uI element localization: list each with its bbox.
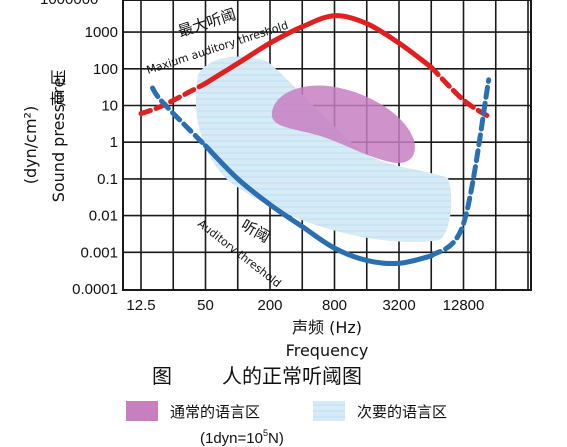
legend-label-minor: 次要的语言区: [357, 403, 447, 421]
curves: [138, 13, 492, 267]
normal-speech-region: [271, 85, 415, 164]
legend-label-normal: 通常的语言区: [170, 403, 260, 421]
caption-label: 图: [152, 364, 172, 388]
y-tick-label: 100: [93, 61, 118, 78]
y-tick-label: 0.1: [97, 171, 118, 188]
y-axis-label-cn: 声 压: [49, 69, 68, 106]
unit-note-sup: 5: [263, 428, 268, 438]
top-cut-text: 1000000: [40, 0, 98, 8]
auditory-threshold-curve-solid: [203, 143, 434, 267]
y-axis-title: (dyn/cm²) 声 压 Sound pressure: [21, 69, 68, 202]
y-tick-label: 0.01: [89, 208, 118, 225]
legend: 通常的语言区 次要的语言区: [126, 401, 447, 421]
x-axis-label-cn: 声频 (Hz): [292, 318, 362, 337]
caption: 图 人的正常听阈图: [152, 364, 362, 388]
x-tick-label: 12.5: [126, 297, 155, 314]
x-tick-label: 50: [197, 297, 214, 314]
y-tick-label: 0.0001: [72, 281, 118, 298]
y-tick-label: 1: [110, 134, 118, 151]
auditory-threshold-curve-dashed-end: [428, 77, 492, 259]
x-axis-label-en: Frequency: [286, 341, 369, 360]
max-threshold-curve-solid: [203, 13, 434, 86]
legend-swatch-normal: [126, 401, 158, 421]
y-axis-ticks: 0.0001 0.001 0.01 0.1 1 10 100 1000: [72, 24, 118, 298]
caption-title: 人的正常听阈图: [222, 364, 362, 388]
y-tick-label: 0.001: [80, 244, 118, 261]
x-tick-label: 3200: [382, 297, 415, 314]
y-tick-label: 1000: [85, 24, 118, 41]
plot-frame: [122, 0, 532, 291]
unit-note-suffix: N): [268, 430, 284, 447]
x-tick-label: 800: [322, 297, 347, 314]
x-axis-ticks: 12.5 50 200 800 3200 12800: [126, 297, 484, 314]
y-tick-label: 10: [101, 98, 118, 115]
auditory-threshold-curve-dashed-start: [150, 85, 208, 149]
plot-area: [122, 0, 532, 291]
y-axis-label-en: Sound pressure: [49, 78, 68, 203]
x-tick-label: 200: [257, 297, 282, 314]
x-tick-label: 12800: [443, 297, 485, 314]
legend-swatch-minor: [313, 401, 345, 421]
unit-note: (1dyn=105N): [200, 428, 284, 447]
unit-note-prefix: (1dyn=10: [200, 430, 263, 447]
y-axis-unit: (dyn/cm²): [21, 106, 40, 184]
